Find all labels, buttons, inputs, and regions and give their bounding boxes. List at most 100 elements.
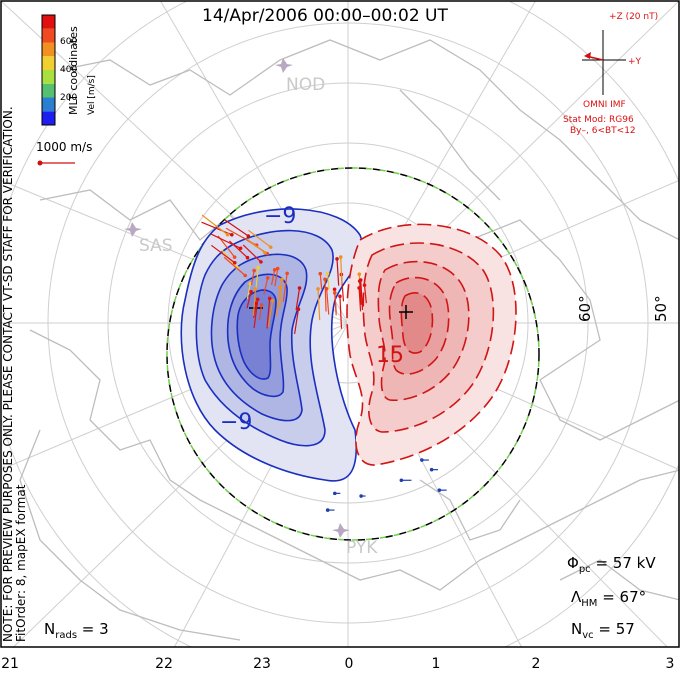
station-marker-sas (124, 222, 142, 237)
velocity-vector (326, 288, 330, 315)
velocity-vector-origin (399, 478, 404, 483)
imf-y-label: +Y (628, 57, 642, 67)
velocity-vector (317, 288, 321, 321)
latitude-label: 60° (576, 295, 594, 322)
velocity-vector (255, 267, 259, 289)
velocity-vector-origin (296, 307, 301, 312)
velocity-vector (360, 279, 364, 310)
velocity-vector (326, 273, 330, 290)
velocity-vector-origin (259, 303, 264, 307)
velocity-vector (201, 221, 233, 236)
velocity-vector (210, 244, 236, 264)
velocity-vector-origin (270, 298, 275, 303)
velocity-vector (276, 287, 281, 317)
velocity-vector (253, 299, 259, 329)
velocity-vector-origin (420, 458, 424, 462)
velocity-vector-origin (285, 271, 289, 276)
velocity-vector (295, 287, 301, 311)
fit-order-note: FitOrder: 8, mapEX format (14, 484, 28, 642)
velocity-vector-origin (267, 296, 272, 301)
mlt-tick: 0 (344, 656, 354, 672)
velocity-vector (258, 304, 263, 321)
colorbar-tick: 600 (60, 37, 78, 47)
mlt-tick: 2 (531, 656, 541, 672)
velocity-vector-origin (268, 245, 273, 249)
mlt-tick: 22 (155, 656, 173, 672)
velocity-vector-origin (232, 260, 237, 265)
negative-convection-cell (180, 208, 363, 482)
velocity-vector (339, 296, 343, 329)
stat-n-rads: Nrads = 3 (44, 620, 109, 641)
velocity-vector-origin (265, 276, 270, 280)
colorbar-segment (42, 15, 55, 29)
velocity-vector-origin (323, 277, 327, 282)
velocity-vector-origin (275, 266, 280, 271)
velocity-vector (274, 268, 279, 287)
colorbar-segment (42, 70, 55, 84)
colorbar-segment (42, 111, 55, 125)
velocity-vector (248, 229, 272, 248)
velocity-vector-origin (245, 255, 250, 260)
velocity-vector (201, 214, 228, 236)
station-label-sas: SAS (139, 236, 173, 256)
imf-clock (582, 30, 626, 95)
contour-label: 15 (376, 343, 404, 368)
mlt-tick: 21 (1, 656, 19, 672)
velocity-vector-origin (278, 285, 282, 290)
colorbar-segment (42, 42, 55, 57)
colorbar-segment (42, 83, 55, 98)
velocity-vector-origin (316, 287, 320, 291)
stat-n-vc: Nvc = 57 (571, 620, 635, 641)
velocity-vector-origin (232, 255, 237, 259)
velocity-vector-origin (263, 250, 267, 255)
velocity-vector (359, 281, 362, 305)
velocity-vector-origin (252, 268, 256, 273)
velocity-vector-origin (255, 297, 260, 302)
velocity-vector (282, 273, 288, 302)
map-title: 14/Apr/2006 00:00–00:02 UT (202, 6, 448, 26)
positive-convection-cell (346, 223, 517, 466)
contour-label: −9 (264, 204, 297, 229)
station-label-pyk: PYK (346, 538, 378, 558)
vector-scale-label: 1000 m/s (36, 140, 93, 154)
velocity-vector (270, 269, 276, 286)
velocity-vector (340, 257, 343, 284)
velocity-vector (336, 258, 340, 286)
imf-z-label: +Z (20 nT) (609, 12, 659, 22)
station-marker-nod (275, 58, 293, 73)
hm-boundary (166, 167, 540, 541)
velocity-vector (319, 273, 323, 290)
velocity-vector (334, 292, 337, 316)
velocity-vector-origin (243, 273, 248, 278)
velocity-vector (267, 300, 274, 327)
velocity-vector-origin (253, 287, 258, 291)
velocity-vector-origin (256, 265, 261, 270)
colorbar-segment (42, 56, 55, 70)
mlt-tick: 23 (253, 656, 271, 672)
velocity-vector (250, 270, 255, 286)
mlt-tick: 3 (665, 656, 675, 672)
velocity-vector (252, 288, 257, 316)
velocity-vector (294, 309, 300, 335)
velocity-vector-origin (338, 255, 343, 259)
velocity-vector (246, 283, 251, 300)
velocity-vector-origin (249, 289, 253, 294)
velocity-vector-origin (357, 279, 362, 283)
velocity-vector-origin (357, 272, 362, 277)
stat-model-condition: By–, 6<BT<12 (570, 126, 636, 136)
plot-frame (0, 0, 680, 648)
velocity-vector (242, 244, 262, 263)
stat-model: Stat Mod: RG96 (563, 115, 634, 125)
station-marker-pyk (332, 523, 350, 538)
velocity-vector (324, 279, 327, 312)
stat-lambda-hm: ΛHM = 67° (571, 588, 647, 609)
velocity-vector-origin (362, 283, 367, 287)
mlt-tick: 1 (431, 656, 441, 672)
velocity-vector-origin (324, 286, 329, 291)
colorbar-frame (41, 14, 56, 126)
station-label-nod: NOD (286, 75, 326, 95)
velocity-vector-origin (359, 494, 363, 498)
velocity-vector-origin (325, 508, 330, 512)
velocity-vector (246, 291, 252, 309)
